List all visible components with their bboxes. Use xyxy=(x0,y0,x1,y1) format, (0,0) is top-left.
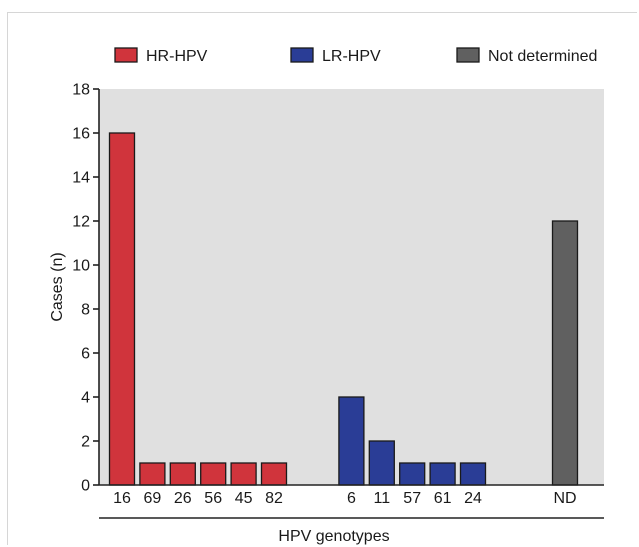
y-tick-label: 0 xyxy=(81,478,90,495)
bar-26 xyxy=(169,462,196,486)
bar-45 xyxy=(230,462,257,486)
bar-56 xyxy=(200,462,227,486)
bar-61 xyxy=(429,462,456,486)
x-tick-label: 56 xyxy=(204,490,222,507)
bar-16 xyxy=(108,132,136,486)
bar-24 xyxy=(459,462,487,486)
y-tick-label: 2 xyxy=(81,434,90,451)
y-tick-label: 16 xyxy=(72,126,90,143)
x-tick-label: 57 xyxy=(403,490,421,507)
y-axis-title: Cases (n) xyxy=(49,252,66,321)
legend-swatch xyxy=(456,47,480,63)
bars xyxy=(108,132,579,486)
y-tick-label: 18 xyxy=(72,82,90,99)
y-axis: 0 2 4 6 8 10 12 14 16 18 xyxy=(72,82,100,495)
x-tick-label: 26 xyxy=(174,490,192,507)
x-tick-label: 82 xyxy=(265,490,283,507)
x-tick-label: 16 xyxy=(113,490,131,507)
y-tick-label: 8 xyxy=(81,302,90,319)
legend-label: Not determined xyxy=(488,48,597,65)
figure-frame xyxy=(7,12,637,545)
bar-57 xyxy=(399,462,426,486)
y-tick-label: 6 xyxy=(81,346,90,363)
bar-ND xyxy=(551,220,579,486)
legend-swatch xyxy=(290,47,314,63)
x-tick-label: ND xyxy=(553,490,576,507)
bar-82 xyxy=(260,462,288,486)
x-tick-label: 6 xyxy=(347,490,356,507)
y-tick-label: 14 xyxy=(72,170,90,187)
y-tick-label: 10 xyxy=(72,258,90,275)
bar-6 xyxy=(338,396,365,486)
legend: HR-HPV LR-HPV Not determined xyxy=(114,47,597,65)
x-tick-label: 11 xyxy=(373,490,390,507)
x-tick-labels: 16 69 26 56 45 82 6 11 57 61 24 ND xyxy=(113,490,576,507)
x-axis-title: HPV genotypes xyxy=(278,528,389,545)
x-tick-label: 24 xyxy=(464,490,482,507)
y-tick-label: 4 xyxy=(81,390,90,407)
y-tick-label: 12 xyxy=(72,214,90,231)
legend-label: HR-HPV xyxy=(146,48,208,65)
bar-11 xyxy=(368,440,395,486)
x-tick-label: 69 xyxy=(144,490,162,507)
bar-69 xyxy=(139,462,166,486)
legend-label: LR-HPV xyxy=(322,48,381,65)
x-tick-label: 45 xyxy=(235,490,253,507)
legend-swatch xyxy=(114,47,138,63)
x-tick-label: 61 xyxy=(434,490,452,507)
